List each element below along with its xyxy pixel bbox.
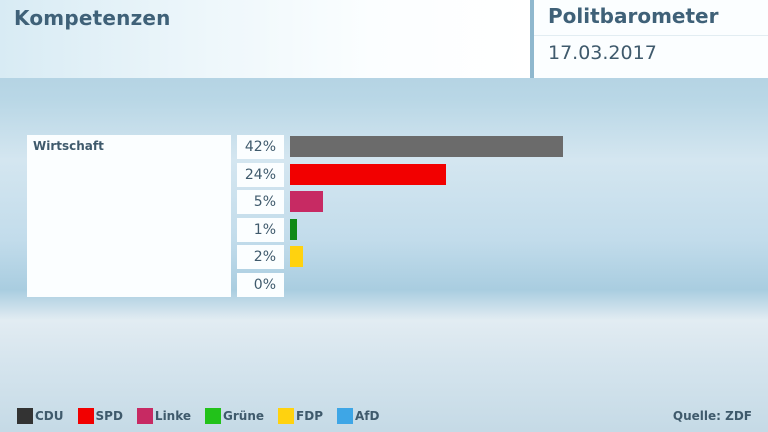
bar-grüne bbox=[290, 218, 297, 240]
legend-swatch-icon bbox=[278, 408, 295, 424]
legend-item-linke: Linke bbox=[136, 408, 192, 424]
legend: CDU SPD Linke Grüne FDP AfD bbox=[17, 408, 393, 424]
legend-label: AfD bbox=[354, 409, 380, 423]
brand-divider bbox=[534, 35, 768, 36]
legend-item-fdp: FDP bbox=[278, 408, 323, 424]
legend-swatch-icon bbox=[336, 408, 353, 424]
bar-spd bbox=[290, 163, 446, 185]
bar-linke bbox=[290, 191, 323, 212]
legend-swatch-icon bbox=[136, 408, 153, 424]
legend-label: SPD bbox=[95, 409, 123, 423]
percentage-label: 5% bbox=[237, 190, 284, 214]
legend-label: CDU bbox=[35, 409, 64, 423]
page-title: Kompetenzen bbox=[14, 6, 171, 30]
percentage-label: 24% bbox=[237, 162, 284, 187]
legend-item-spd: SPD bbox=[77, 408, 123, 424]
header-separator bbox=[530, 0, 534, 78]
category-label: Wirtschaft bbox=[33, 139, 104, 153]
percentage-label: 0% bbox=[237, 272, 284, 297]
header-brand-panel: Politbarometer 17.03.2017 bbox=[534, 0, 768, 78]
legend-label: FDP bbox=[296, 409, 323, 423]
header-title-panel: Kompetenzen bbox=[0, 0, 530, 78]
legend-label: Linke bbox=[154, 409, 192, 423]
legend-item-cdu: CDU bbox=[17, 408, 64, 424]
legend-label: Grüne bbox=[223, 409, 265, 423]
legend-swatch-icon bbox=[17, 408, 33, 424]
legend-item-afd: AfD bbox=[336, 408, 380, 424]
brand-title: Politbarometer bbox=[548, 4, 719, 28]
percentage-label: 2% bbox=[237, 245, 284, 269]
legend-swatch-icon bbox=[205, 408, 222, 424]
percentage-label: 1% bbox=[237, 217, 284, 242]
percentage-label: 42% bbox=[237, 135, 284, 159]
legend-swatch-icon bbox=[77, 408, 94, 424]
bar-fdp bbox=[290, 246, 303, 267]
source-label: Quelle: ZDF bbox=[672, 409, 752, 423]
category-box: Wirtschaft bbox=[27, 135, 231, 297]
legend-item-grüne: Grüne bbox=[205, 408, 264, 424]
survey-date: 17.03.2017 bbox=[548, 42, 657, 64]
bar-cdu bbox=[290, 136, 563, 157]
